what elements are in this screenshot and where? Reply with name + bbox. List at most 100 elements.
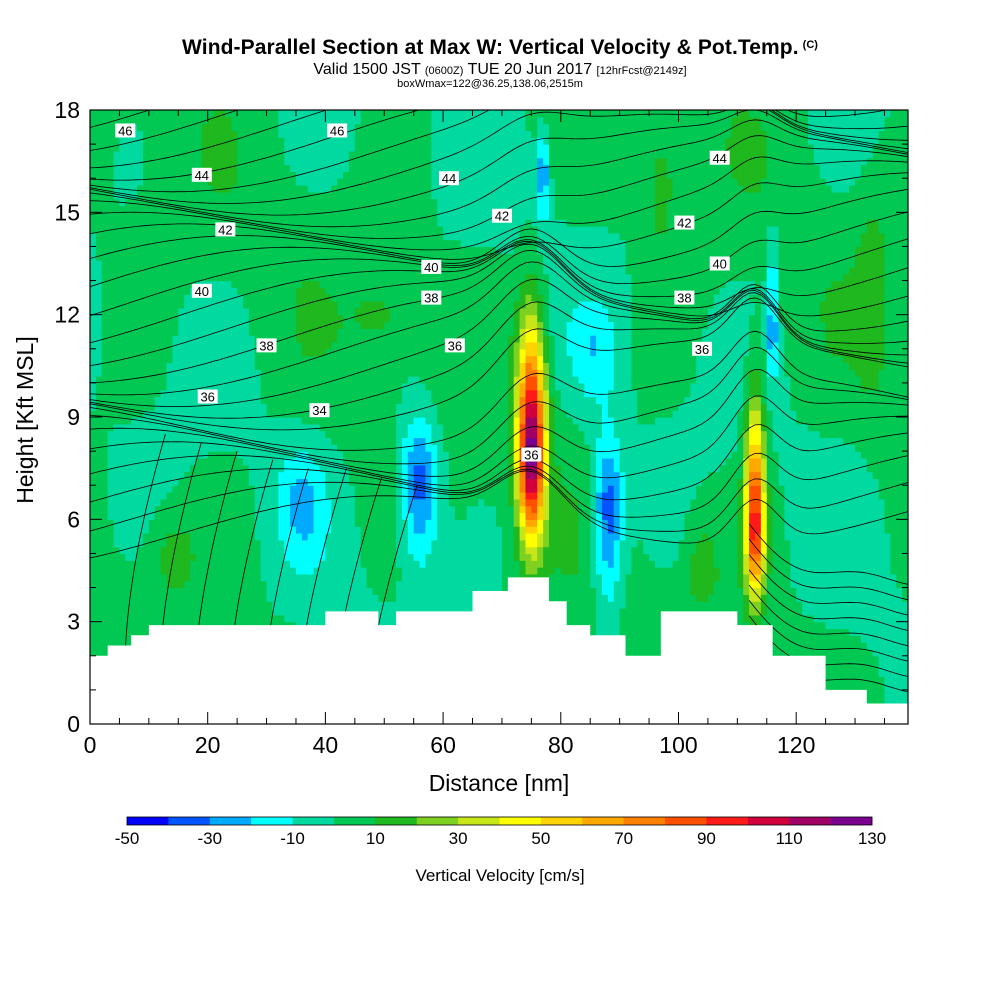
colorbar-swatch bbox=[333, 817, 376, 825]
contour-label: 38 bbox=[256, 338, 277, 353]
colorbar-swatch bbox=[540, 817, 583, 825]
theta-contour bbox=[90, 156, 908, 251]
theta-contour bbox=[195, 450, 238, 656]
valid-time: Valid 1500 JST bbox=[313, 61, 421, 78]
y-tick-label: 12 bbox=[54, 302, 80, 328]
colorbar-swatch bbox=[665, 817, 707, 825]
theta-contour bbox=[90, 249, 908, 384]
terrain-mask bbox=[90, 577, 908, 724]
theta-contour bbox=[748, 538, 908, 601]
contour-label: 42 bbox=[491, 208, 512, 224]
theta-contour bbox=[90, 110, 890, 169]
colorbar-frame bbox=[126, 816, 873, 826]
chart-title-text: Wind-Parallel Section at Max W: Vertical… bbox=[182, 36, 799, 59]
colorbar-swatch bbox=[499, 817, 542, 825]
valid-date: TUE 20 Jun 2017 bbox=[467, 61, 593, 78]
x-tick-label: 0 bbox=[84, 732, 97, 758]
colorbar-swatch bbox=[623, 817, 666, 825]
theta-contour bbox=[90, 240, 908, 344]
contour-label: 44 bbox=[438, 171, 459, 186]
x-tick-label: 120 bbox=[777, 732, 815, 758]
theta-contour bbox=[90, 261, 908, 396]
theta-contour bbox=[748, 615, 908, 677]
title-block: Wind-Parallel Section at Max W: Vertical… bbox=[0, 36, 1000, 90]
theta-contour bbox=[90, 330, 908, 451]
theta-contour bbox=[90, 110, 908, 216]
contour-label-text: 36 bbox=[200, 390, 214, 405]
y-tick-label: 3 bbox=[67, 609, 80, 635]
theta-contour bbox=[90, 110, 908, 204]
theta-contour bbox=[90, 110, 239, 151]
contour-label: 34 bbox=[309, 403, 330, 418]
colorbar-tick-label: 30 bbox=[449, 829, 468, 848]
theta-contour bbox=[90, 452, 908, 518]
colorbar-tick-label: -10 bbox=[280, 829, 305, 848]
theta-contour bbox=[90, 368, 908, 477]
x-tick-label: 20 bbox=[195, 732, 221, 758]
colorbar-tick-label: -50 bbox=[115, 829, 140, 848]
theta-contour bbox=[90, 243, 908, 366]
colorbar-tick-label: 10 bbox=[366, 829, 385, 848]
contour-label-text: 40 bbox=[424, 260, 438, 275]
colorbar-swatch bbox=[582, 817, 624, 825]
colorbar-tick-label: 50 bbox=[531, 829, 550, 848]
chart-subtitle: Valid 1500 JST (0600Z) TUE 20 Jun 2017 [… bbox=[0, 62, 1000, 79]
x-tick-label: 40 bbox=[313, 732, 339, 758]
colorbar-tick-label: 90 bbox=[697, 829, 716, 848]
colorbar-swatch bbox=[375, 817, 418, 825]
colorbar-tick-label: 70 bbox=[614, 829, 633, 848]
contour-label: 36 bbox=[444, 338, 465, 353]
y-tick-label: 6 bbox=[67, 506, 80, 532]
contour-label-text: 42 bbox=[218, 222, 232, 237]
colorbar-swatch bbox=[127, 817, 169, 825]
contour-label-text: 42 bbox=[495, 209, 509, 224]
colorbar-swatch bbox=[706, 817, 749, 825]
colorbar-swatch bbox=[416, 817, 459, 825]
colorbar-swatch bbox=[168, 817, 211, 825]
theta-contour bbox=[90, 470, 908, 559]
contour-label: 36 bbox=[197, 389, 218, 405]
theta-contour bbox=[90, 297, 908, 431]
colorbar-swatch bbox=[747, 817, 790, 825]
colorbar-tick-label: 110 bbox=[776, 829, 803, 848]
colorbar-swatch bbox=[830, 817, 873, 825]
colorbar: -50 -30 -10 10 30 50 70 90 110 130 bbox=[115, 816, 886, 848]
theta-contour bbox=[90, 278, 908, 407]
contour-label-text: 44 bbox=[712, 151, 726, 166]
theta-contour bbox=[124, 433, 166, 656]
theta-contour bbox=[90, 395, 908, 486]
theta-contour bbox=[748, 523, 908, 585]
contour-label-text: 34 bbox=[312, 403, 326, 418]
contour-label-text: 46 bbox=[330, 123, 344, 138]
theta-contour bbox=[90, 119, 908, 228]
contour-label-text: 38 bbox=[259, 338, 273, 353]
contour-label-text: 46 bbox=[118, 123, 132, 138]
theta-contour bbox=[748, 554, 908, 616]
contour-label-text: 38 bbox=[677, 291, 691, 306]
potential-temperature-contours bbox=[90, 110, 908, 693]
colorbar-tick-label: -30 bbox=[197, 829, 222, 848]
theta-contour bbox=[90, 110, 908, 181]
theta-contour bbox=[266, 468, 309, 656]
chart-title: Wind-Parallel Section at Max W: Vertical… bbox=[0, 36, 1000, 60]
y-tick-label: 9 bbox=[67, 404, 80, 430]
colorbar-swatch bbox=[789, 817, 831, 825]
contour-label: 44 bbox=[709, 150, 730, 166]
contour-label-text: 40 bbox=[195, 284, 209, 299]
colorbar-swatch bbox=[292, 817, 335, 825]
y-tick-label: 15 bbox=[54, 199, 80, 225]
terrain-profile bbox=[90, 577, 908, 724]
colorbar-tick-label: 130 bbox=[858, 829, 886, 848]
x-tick-label: 80 bbox=[548, 732, 574, 758]
contour-label-text: 38 bbox=[424, 291, 438, 306]
x-tick-label: 100 bbox=[659, 732, 697, 758]
contour-label-text: 44 bbox=[442, 171, 456, 186]
contour-label-text: 40 bbox=[712, 257, 726, 272]
theta-contour bbox=[748, 600, 908, 662]
contour-label: 40 bbox=[191, 283, 212, 299]
utc-time: (0600Z) bbox=[424, 65, 464, 77]
contour-label: 40 bbox=[421, 259, 442, 275]
contour-label: 40 bbox=[709, 256, 730, 272]
